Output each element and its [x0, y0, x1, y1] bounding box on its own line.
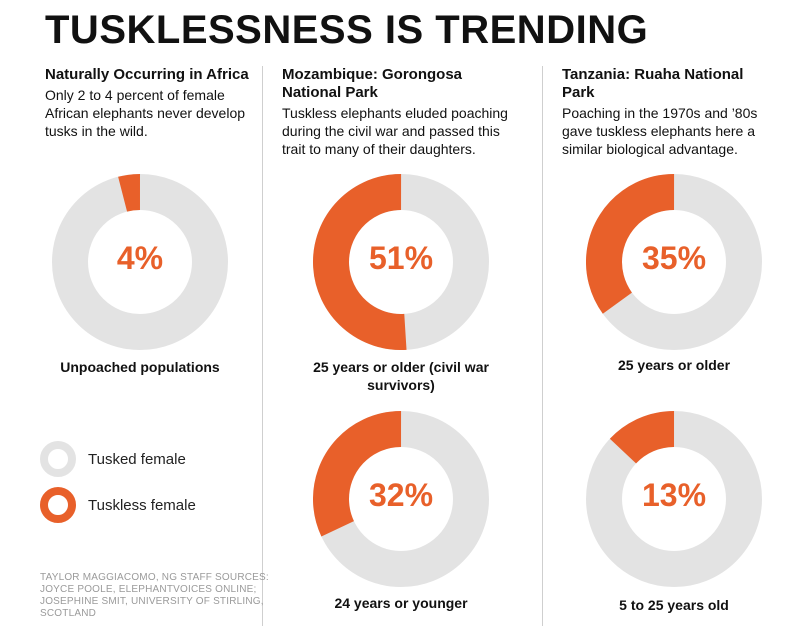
percentage-label: 32%: [368, 477, 434, 513]
percentage-label: 35%: [641, 240, 707, 276]
column-heading: Naturally Occurring in Africa: [45, 66, 249, 83]
percentage-label: 51%: [368, 240, 434, 276]
column-ruaha: Tanzania: Ruaha National Park Poaching i…: [562, 66, 777, 158]
column-description: Only 2 to 4 percent of female African el…: [45, 87, 246, 139]
column-divider: [542, 66, 543, 626]
donut-chart-gorongosa-older: 51%: [313, 174, 489, 350]
donut-svg: [586, 174, 762, 350]
column-heading: Tanzania: Ruaha National Park: [562, 66, 744, 101]
column-description: Poaching in the 1970s and ’80s gave tusk…: [562, 105, 758, 157]
infographic-title: TUSKLESSNESS IS TRENDING: [45, 8, 649, 52]
legend-item-tusked: Tusked female: [40, 436, 196, 482]
column-gorongosa: Mozambique: Gorongosa National Park Tusk…: [282, 66, 517, 158]
donut-caption: Unpoached populations: [60, 359, 220, 375]
tusked-swatch-icon: [40, 441, 76, 477]
donut-svg: [586, 411, 762, 587]
tusked-segment: [52, 174, 228, 350]
donut-caption: 5 to 25 years old: [619, 597, 729, 613]
donut-chart-unpoached: 4%: [52, 174, 228, 350]
donut-caption: 24 years or younger: [334, 595, 468, 611]
legend-label: Tuskless female: [88, 496, 196, 514]
column-divider: [262, 66, 263, 626]
donut-caption: 25 years or older (civil war survivors): [313, 359, 489, 393]
tuskless-segment: [52, 174, 228, 350]
tuskless-swatch-icon: [40, 487, 76, 523]
donut-svg: [313, 411, 489, 587]
donut-chart-ruaha-younger: 13%: [586, 411, 762, 587]
donut-svg: [52, 174, 228, 350]
legend: Tusked female Tuskless female: [40, 436, 196, 528]
percentage-label: 4%: [116, 240, 164, 276]
donut-chart-gorongosa-younger: 32%: [313, 411, 489, 587]
column-heading: Mozambique: Gorongosa National Park: [282, 66, 462, 101]
credits: TAYLOR MAGGIACOMO, NG STAFF SOURCES: JOY…: [40, 572, 269, 619]
legend-item-tuskless: Tuskless female: [40, 482, 196, 528]
donut-caption: 25 years or older: [617, 357, 731, 373]
legend-label: Tusked female: [88, 450, 186, 468]
donut-svg: [313, 174, 489, 350]
percentage-label: 13%: [641, 477, 707, 513]
column-africa: Naturally Occurring in Africa Only 2 to …: [45, 66, 250, 140]
donut-chart-ruaha-older: 35%: [586, 174, 762, 350]
column-description: Tuskless elephants eluded poaching durin…: [282, 105, 508, 157]
